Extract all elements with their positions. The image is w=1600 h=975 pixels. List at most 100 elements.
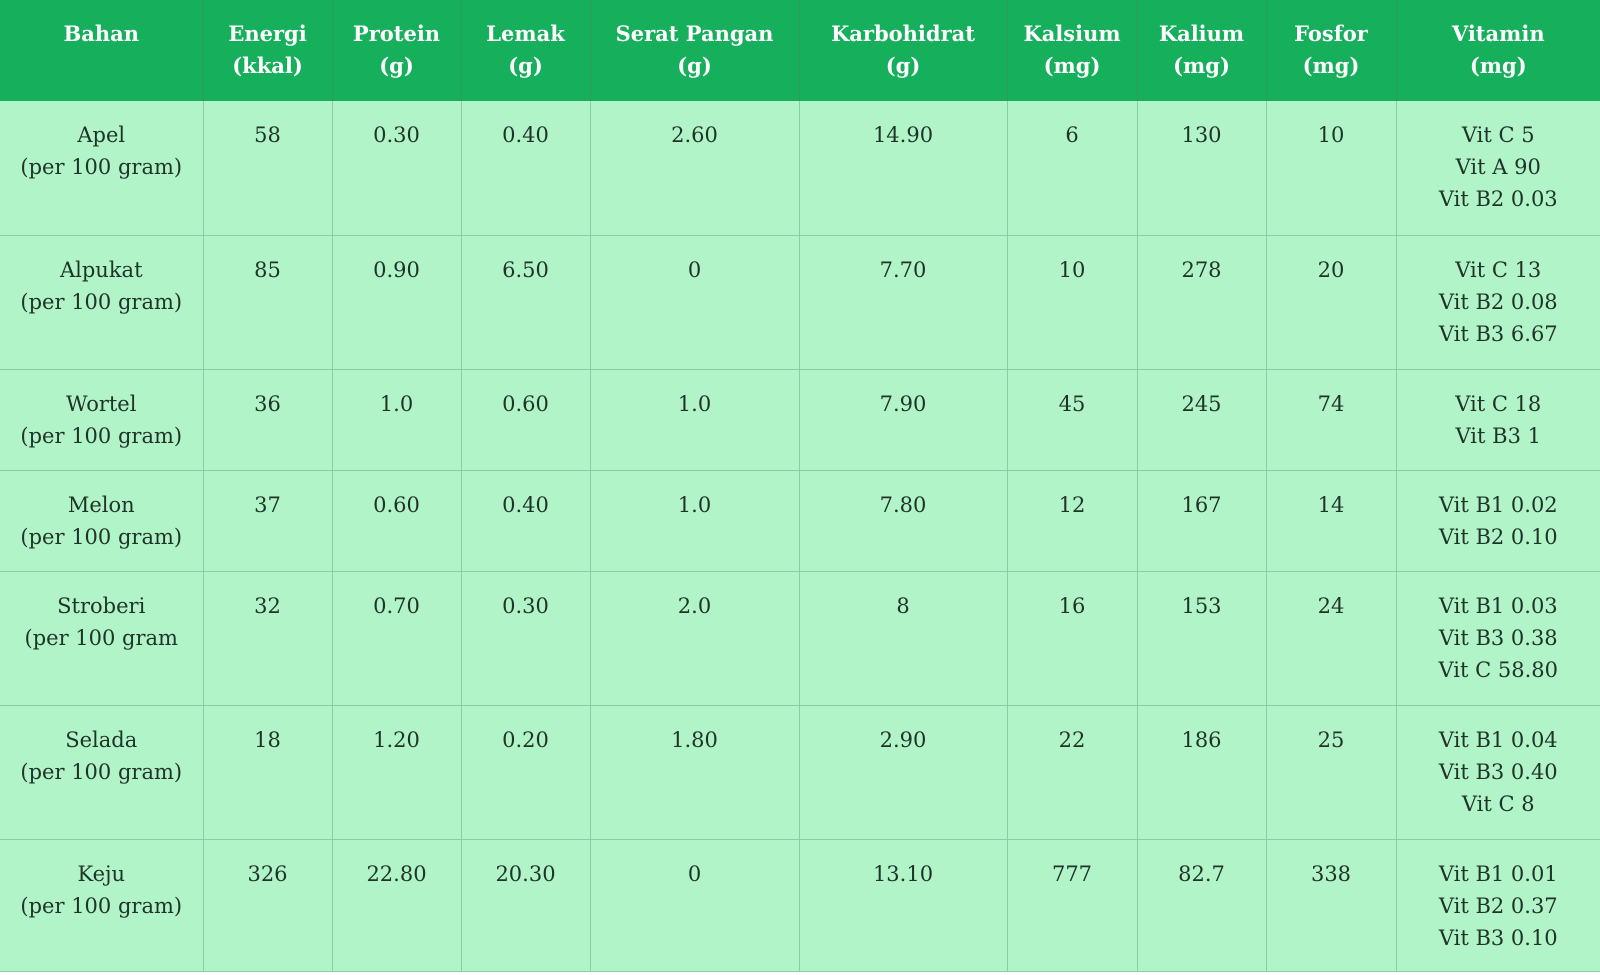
bahan-name: Apel bbox=[77, 123, 126, 147]
cell-kalium: 130 bbox=[1137, 101, 1267, 236]
cell-protein: 0.90 bbox=[332, 235, 462, 370]
header-unit: (g) bbox=[677, 53, 712, 78]
cell-protein: 0.30 bbox=[332, 101, 462, 236]
cell-fosfor: 14 bbox=[1266, 470, 1397, 572]
cell-lemak: 0.60 bbox=[461, 369, 591, 471]
cell-energi: 37 bbox=[203, 470, 333, 572]
table-row: Alpukat (per 100 gram) 85 0.90 6.50 0 7.… bbox=[0, 235, 1600, 370]
cell-lemak: 20.30 bbox=[461, 839, 591, 972]
cell-energi: 32 bbox=[203, 571, 333, 706]
header-unit: (g) bbox=[379, 53, 414, 78]
cell-karbohidrat: 8 bbox=[799, 571, 1008, 706]
header-unit: (kkal) bbox=[232, 53, 303, 78]
cell-energi: 85 bbox=[203, 235, 333, 370]
cell-kalium: 82.7 bbox=[1137, 839, 1267, 972]
cell-bahan: Apel (per 100 gram) bbox=[0, 101, 204, 236]
header-karbohidrat: Karbohidrat (g) bbox=[799, 0, 1008, 101]
vitamin-entry: Vit B2 0.08 bbox=[1438, 289, 1558, 314]
header-label: Karbohidrat bbox=[831, 21, 975, 46]
cell-vitamin: Vit B1 0.03 Vit B3 0.38 Vit C 58.80 bbox=[1396, 571, 1600, 706]
bahan-name: Keju bbox=[77, 861, 126, 886]
header-unit: (mg) bbox=[1173, 53, 1230, 78]
vitamin-entry: Vit B3 0.10 bbox=[1438, 925, 1558, 950]
vitamin-entry: Vit B2 0.03 bbox=[1438, 187, 1558, 211]
cell-fosfor: 20 bbox=[1266, 235, 1397, 370]
vitamin-entry: Vit A 90 bbox=[1455, 155, 1541, 179]
header-unit: (mg) bbox=[1043, 53, 1101, 78]
cell-serat-pangan: 0 bbox=[590, 839, 800, 972]
cell-serat-pangan: 2.60 bbox=[590, 101, 800, 236]
vitamin-entry: Vit B3 0.40 bbox=[1438, 759, 1558, 784]
bahan-portion: (per 100 gram) bbox=[20, 423, 183, 448]
header-energi: Energi (kkal) bbox=[203, 0, 333, 101]
header-label: Kalsium bbox=[1023, 21, 1121, 46]
vitamin-entry: Vit C 13 bbox=[1455, 257, 1542, 282]
cell-bahan: Alpukat (per 100 gram) bbox=[0, 235, 204, 370]
header-kalium: Kalium (mg) bbox=[1137, 0, 1267, 101]
cell-kalium: 167 bbox=[1137, 470, 1267, 572]
cell-fosfor: 25 bbox=[1266, 705, 1397, 840]
cell-lemak: 0.30 bbox=[461, 571, 591, 706]
cell-serat-pangan: 1.0 bbox=[590, 369, 800, 471]
cell-kalsium: 16 bbox=[1007, 571, 1138, 706]
table-header: Bahan Energi (kkal) Protein (g) Lemak (g… bbox=[0, 0, 1600, 101]
cell-karbohidrat: 2.90 bbox=[799, 705, 1008, 840]
cell-fosfor: 10 bbox=[1266, 101, 1397, 236]
cell-energi: 36 bbox=[203, 369, 333, 471]
table-row: Stroberi (per 100 gram 32 0.70 0.30 2.0 … bbox=[0, 571, 1600, 706]
bahan-name: Selada bbox=[65, 727, 138, 752]
header-label: Kalium bbox=[1158, 21, 1245, 46]
vitamin-entry: Vit B1 0.03 bbox=[1438, 593, 1558, 618]
cell-vitamin: Vit B1 0.02 Vit B2 0.10 bbox=[1396, 470, 1600, 572]
cell-kalium: 278 bbox=[1137, 235, 1267, 370]
header-lemak: Lemak (g) bbox=[461, 0, 591, 101]
bahan-portion: (per 100 gram) bbox=[20, 155, 183, 179]
cell-lemak: 0.20 bbox=[461, 705, 591, 840]
vitamin-entry: Vit B3 0.38 bbox=[1438, 625, 1558, 650]
vitamin-entry: Vit B1 0.02 bbox=[1438, 492, 1558, 517]
header-serat-pangan: Serat Pangan (g) bbox=[590, 0, 800, 101]
cell-vitamin: Vit B1 0.01 Vit B2 0.37 Vit B3 0.10 bbox=[1396, 839, 1600, 972]
cell-energi: 326 bbox=[203, 839, 333, 972]
cell-vitamin: Vit C 5 Vit A 90 Vit B2 0.03 bbox=[1396, 101, 1600, 236]
cell-lemak: 6.50 bbox=[461, 235, 591, 370]
cell-bahan: Stroberi (per 100 gram bbox=[0, 571, 204, 706]
cell-serat-pangan: 1.0 bbox=[590, 470, 800, 572]
header-label: Energi bbox=[228, 21, 307, 46]
bahan-name: Alpukat bbox=[59, 257, 143, 282]
header-label: Bahan bbox=[63, 21, 140, 46]
cell-serat-pangan: 2.0 bbox=[590, 571, 800, 706]
vitamin-entry: Vit B1 0.04 bbox=[1438, 727, 1558, 752]
cell-bahan: Melon (per 100 gram) bbox=[0, 470, 204, 572]
header-row: Bahan Energi (kkal) Protein (g) Lemak (g… bbox=[0, 0, 1600, 101]
header-protein: Protein (g) bbox=[332, 0, 462, 101]
bahan-portion: (per 100 gram) bbox=[20, 759, 183, 784]
header-kalsium: Kalsium (mg) bbox=[1007, 0, 1138, 101]
cell-energi: 58 bbox=[203, 101, 333, 236]
bahan-name: Wortel bbox=[66, 391, 137, 416]
cell-bahan: Wortel (per 100 gram) bbox=[0, 369, 204, 471]
cell-karbohidrat: 7.90 bbox=[799, 369, 1008, 471]
vitamin-entry: Vit B3 6.67 bbox=[1438, 321, 1558, 346]
bahan-portion: (per 100 gram) bbox=[20, 289, 183, 314]
cell-bahan: Keju (per 100 gram) bbox=[0, 839, 204, 972]
cell-kalsium: 777 bbox=[1007, 839, 1138, 972]
cell-protein: 1.20 bbox=[332, 705, 462, 840]
bahan-name: Melon bbox=[67, 492, 135, 517]
cell-karbohidrat: 13.10 bbox=[799, 839, 1008, 972]
cell-karbohidrat: 7.80 bbox=[799, 470, 1008, 572]
bahan-portion: (per 100 gram) bbox=[20, 893, 183, 918]
header-label: Fosfor bbox=[1294, 21, 1368, 46]
vitamin-entry: Vit B2 0.10 bbox=[1438, 524, 1558, 549]
header-unit: (g) bbox=[508, 53, 543, 78]
cell-fosfor: 338 bbox=[1266, 839, 1397, 972]
cell-kalsium: 45 bbox=[1007, 369, 1138, 471]
vitamin-entry: Vit C 18 bbox=[1455, 391, 1542, 416]
cell-protein: 0.60 bbox=[332, 470, 462, 572]
cell-lemak: 0.40 bbox=[461, 101, 591, 236]
cell-kalsium: 6 bbox=[1007, 101, 1138, 236]
table-body: Apel (per 100 gram) 58 0.30 0.40 2.60 14… bbox=[0, 101, 1600, 972]
vitamin-entry: Vit B3 1 bbox=[1455, 423, 1541, 448]
header-fosfor: Fosfor (mg) bbox=[1266, 0, 1397, 101]
cell-serat-pangan: 0 bbox=[590, 235, 800, 370]
